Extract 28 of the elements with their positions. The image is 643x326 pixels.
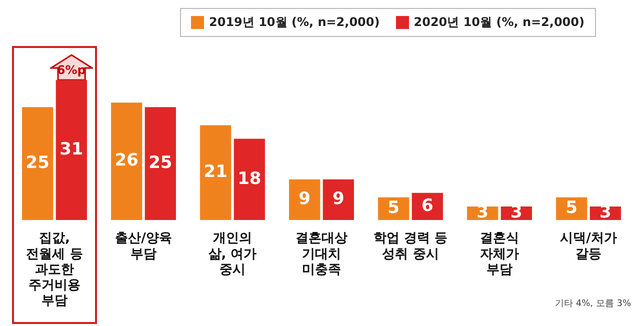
x-tick-label: 결혼식 자체가 부담 xyxy=(480,231,519,278)
text: 기타 4%, 모름 3% xyxy=(555,298,631,310)
data-label: 25 xyxy=(148,152,172,173)
data-label: 21 xyxy=(204,162,228,182)
bar xyxy=(111,102,142,220)
data-label: 5 xyxy=(388,198,400,218)
data-label: 25 xyxy=(26,152,50,173)
data-label: 5 xyxy=(566,198,578,218)
x-tick-label: 출산/양육 부담 xyxy=(115,231,172,262)
bar xyxy=(322,179,354,220)
data-label: 9 xyxy=(298,189,311,210)
data-label: 9 xyxy=(332,189,344,210)
legend-label: 2020년 10월 (%, n=2,000) xyxy=(414,14,584,31)
bar xyxy=(289,179,320,220)
x-tick-label: 시댁/처가 갈등 xyxy=(560,231,617,262)
bar xyxy=(234,138,265,220)
data-label: 6 xyxy=(421,196,434,216)
data-label: 31 xyxy=(60,139,84,160)
x-tick-label: 학업 경력 등 성취 중시 xyxy=(373,231,448,262)
legend-label: 2019년 10월 (%, n=2,000) xyxy=(209,14,380,31)
x-tick-label: 집값, 전월세 등 과도한 주거비용 부담 xyxy=(26,231,83,309)
x-tick-label: 개인의 삶, 여가 중시 xyxy=(208,231,257,278)
data-label: 26 xyxy=(114,150,138,171)
bar xyxy=(200,125,232,220)
data-label: 18 xyxy=(238,168,262,189)
bar xyxy=(144,107,176,220)
x-tick-label: 결혼대상 기대치 미충족 xyxy=(296,231,348,278)
bar xyxy=(22,107,54,220)
